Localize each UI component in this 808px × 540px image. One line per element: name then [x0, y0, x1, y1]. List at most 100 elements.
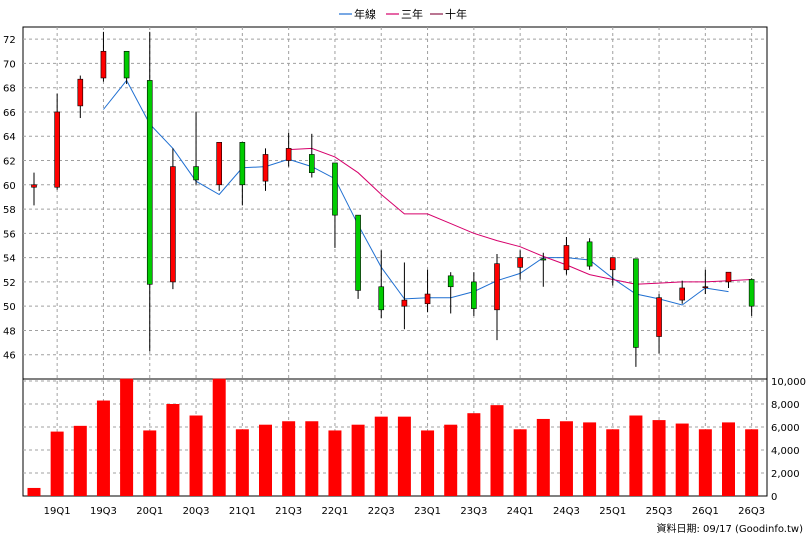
candle [471, 272, 477, 316]
candle [100, 31, 107, 82]
volume-bar [166, 404, 180, 496]
candle-body [123, 50, 130, 79]
volume-bar [259, 424, 272, 496]
candle-body [586, 241, 593, 267]
legend-label-annual: 年線 [354, 7, 376, 21]
candle-body [378, 286, 385, 311]
candle-body [656, 297, 662, 337]
candle-body [239, 142, 246, 186]
x-tick-label: 24Q1 [507, 506, 534, 517]
candle [193, 111, 199, 185]
x-tick-label: 22Q3 [368, 506, 395, 517]
candle-body [285, 148, 292, 161]
candle-body [77, 78, 84, 107]
candle-body [679, 287, 686, 301]
candle [609, 257, 616, 286]
candle [679, 280, 686, 304]
candle [494, 253, 500, 341]
candle [424, 269, 431, 313]
x-tick-label: 23Q1 [414, 506, 441, 517]
legend-label-10y: 十年 [445, 7, 467, 21]
candle [378, 250, 385, 319]
ma-line-三年 [288, 147, 752, 285]
price-tick-label: 48 [3, 326, 16, 337]
volume-bar [235, 429, 249, 496]
candle-body [517, 257, 523, 268]
candle [748, 278, 755, 316]
volume-bar [120, 378, 134, 496]
volume-bar [467, 413, 481, 496]
price-tick-label: 60 [3, 181, 16, 192]
x-tick-label: 20Q3 [183, 506, 210, 517]
moving-average-lines [103, 79, 752, 306]
x-axis: 19Q1 19Q3 20Q1 20Q3 21Q1 21Q3 22Q1 22Q3 23Q1 23Q3… [44, 506, 765, 517]
candle [401, 262, 408, 330]
candle-body [31, 184, 37, 188]
grid [23, 27, 767, 496]
volume-bar [143, 430, 157, 496]
candle-body [332, 162, 338, 216]
volume-bar [397, 416, 411, 496]
price-axis: 46 48 50 52 54 56 58 60 62 64 66 68 70 72 [3, 35, 16, 362]
candles [31, 31, 755, 367]
candle [355, 214, 361, 299]
volume-bars [27, 378, 759, 496]
candle-body [633, 258, 639, 348]
volume-bar [444, 424, 458, 496]
candle [540, 252, 547, 287]
price-tick-label: 50 [3, 302, 16, 313]
volume-axis: 0 2,000 4,000 6,000 8,000 10,000 [771, 377, 806, 503]
price-tick-label: 72 [3, 35, 16, 46]
volume-bar [189, 415, 203, 496]
candle [77, 75, 84, 119]
candle [123, 50, 130, 85]
candle-body [216, 142, 222, 186]
price-tick-label: 58 [3, 205, 16, 216]
volume-tick-label: 4,000 [771, 446, 800, 457]
candle-body [494, 263, 500, 311]
x-tick-label: 21Q3 [275, 506, 302, 517]
price-tick-label: 62 [3, 157, 16, 168]
candle-body [146, 80, 153, 285]
candle [31, 172, 37, 206]
candle [239, 142, 246, 206]
x-tick-label: 20Q1 [136, 506, 163, 517]
volume-bar [536, 418, 550, 496]
volume-bar [328, 430, 342, 496]
candle [285, 132, 292, 167]
candle [146, 31, 153, 352]
volume-bar [490, 405, 504, 496]
candle-body [262, 154, 269, 182]
candle-body [193, 166, 199, 181]
volume-bar [629, 415, 643, 496]
volume-bar [583, 422, 597, 496]
candle [447, 272, 454, 314]
volume-bar [73, 425, 87, 496]
candle [563, 236, 570, 275]
price-tick-label: 46 [3, 351, 16, 362]
candle [216, 142, 222, 191]
volume-tick-label: 0 [771, 492, 777, 503]
volume-bar [421, 430, 435, 496]
price-tick-label: 66 [3, 108, 16, 119]
candle-body [355, 214, 361, 291]
x-tick-label: 23Q3 [460, 506, 487, 517]
x-tick-label: 19Q3 [90, 506, 117, 517]
candle-body [471, 281, 477, 309]
x-tick-label: 25Q3 [646, 506, 673, 517]
volume-bar [652, 420, 666, 496]
candle-body [424, 293, 431, 305]
volume-bar [305, 421, 319, 496]
x-tick-label: 26Q3 [738, 506, 765, 517]
price-tick-label: 70 [3, 59, 16, 70]
ma-line-年線 [103, 79, 729, 306]
candle-body [447, 275, 454, 288]
price-tick-label: 68 [3, 84, 16, 95]
volume-bar [675, 423, 689, 496]
candle-body [540, 258, 547, 261]
price-tick-label: 52 [3, 278, 16, 289]
candle-body [702, 286, 709, 289]
candle-body [308, 154, 315, 173]
volume-bar [96, 400, 110, 496]
